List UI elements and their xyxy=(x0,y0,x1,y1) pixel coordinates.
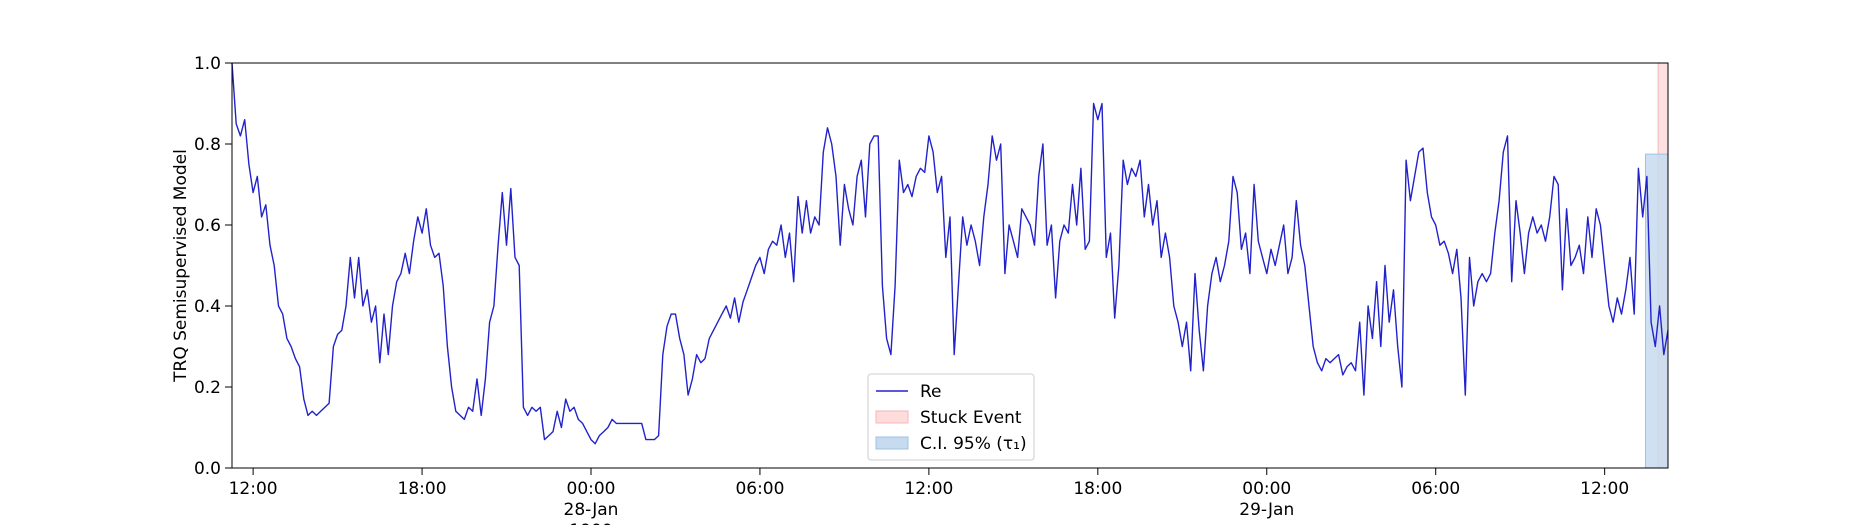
y-tick-label: 0.2 xyxy=(194,378,221,398)
x-tick-label: 00:00 xyxy=(567,479,616,499)
legend-label: Re xyxy=(920,382,942,402)
x-tick-label: 00:00 xyxy=(1242,479,1291,499)
legend: Re Stuck Event C.I. 95% (τ₁) xyxy=(867,373,1035,461)
y-tick-label: 1.0 xyxy=(194,54,221,74)
x-tick-label: 12:00 xyxy=(1580,479,1629,499)
legend-box xyxy=(867,373,1035,461)
legend-swatch-patch xyxy=(875,436,909,450)
x-tick-label: 18:00 xyxy=(1073,479,1122,499)
x-tick-label: 06:00 xyxy=(1411,479,1460,499)
series-line-re xyxy=(231,62,1669,445)
y-tick-label: 0.0 xyxy=(194,459,221,479)
x-tick-label: 12:00 xyxy=(229,479,278,499)
y-axis-title: TRQ Semisupervised Model xyxy=(171,149,191,383)
y-axis: 0.0 0.2 0.4 0.6 0.8 1.0 xyxy=(194,54,232,479)
y-tick-label: 0.6 xyxy=(194,216,221,236)
x-tick-label: 06:00 xyxy=(735,479,784,499)
x-tick-label: 18:00 xyxy=(398,479,447,499)
x-tick-date-label: 28-Jan xyxy=(564,500,619,520)
legend-swatch-patch xyxy=(875,410,909,424)
series-layer xyxy=(231,62,1669,445)
x-tick-label: 12:00 xyxy=(904,479,953,499)
y-tick-label: 0.4 xyxy=(194,297,221,317)
x-tick-date-label: 29-Jan xyxy=(1239,500,1294,520)
x-axis: 12:0018:0000:0028-Jan190006:0012:0018:00… xyxy=(229,468,1629,525)
legend-label: Stuck Event xyxy=(920,408,1022,428)
y-tick-label: 0.8 xyxy=(194,135,221,155)
region-c-i-95 xyxy=(1644,153,1669,469)
legend-label: C.I. 95% (τ₁) xyxy=(920,434,1027,454)
plot-frame xyxy=(231,62,1669,469)
x-tick-year-label: 1900 xyxy=(569,521,612,525)
